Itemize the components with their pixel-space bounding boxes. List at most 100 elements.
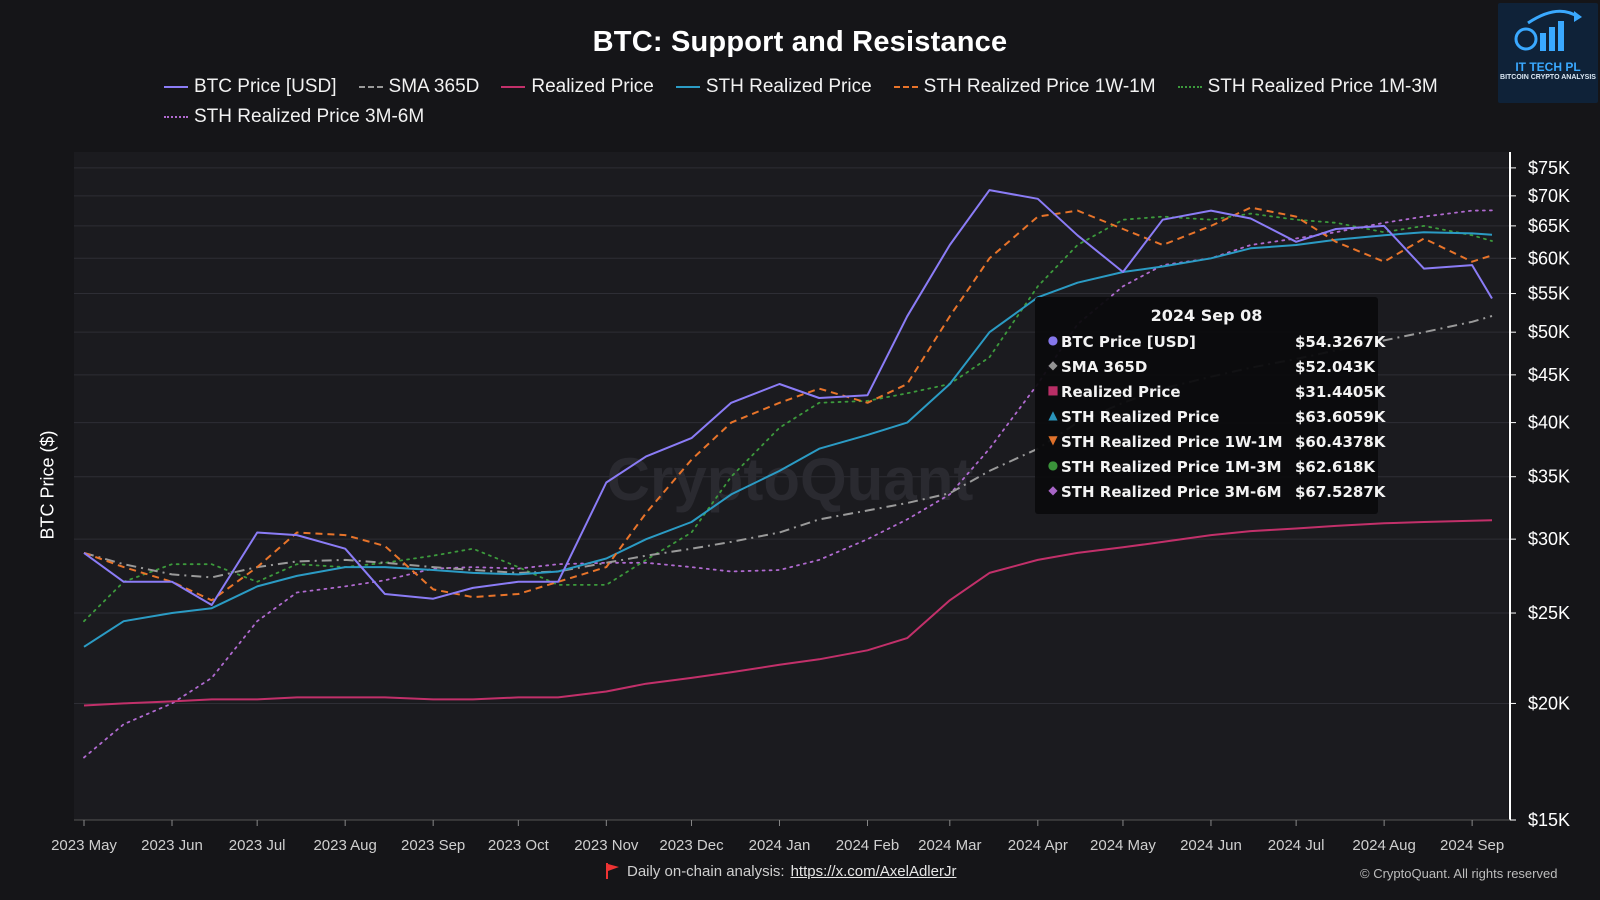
- tooltip-series-value: $67.5287K: [1295, 483, 1386, 501]
- series-line-6: [83, 209, 1493, 759]
- x-tick-label: 2024 May: [1090, 837, 1156, 854]
- series-line-2: [83, 519, 1493, 707]
- tooltip-row: ◆ SMA 365D $52.043K: [1035, 356, 1378, 381]
- tooltip-marker: ●: [1047, 458, 1059, 472]
- x-tick-label: 2024 Apr: [1008, 837, 1068, 854]
- y-tick-label: $50K: [1528, 322, 1570, 342]
- y-tick-label: $75K: [1528, 158, 1570, 178]
- y-tick-label: $25K: [1528, 603, 1570, 623]
- tooltip-row: ◆ STH Realized Price 3M-6M $67.5287K: [1035, 481, 1385, 506]
- x-axis: 2023 May 2023 Jun 2023 Jul 2023 Aug 2023 Sep…: [51, 820, 1504, 854]
- series-layer: [83, 189, 1493, 759]
- series-line-5: [83, 212, 1493, 623]
- legend-swatch: [675, 86, 700, 88]
- x-tick-label: 2023 Dec: [659, 837, 724, 854]
- y-tick-label: $35K: [1528, 467, 1570, 487]
- tooltip-row: ● BTC Price [USD] $54.3267K: [1035, 331, 1386, 356]
- legend-swatch: [501, 86, 526, 88]
- y-tick-label: $40K: [1528, 413, 1570, 433]
- legend-label: Realized Price: [531, 76, 654, 97]
- y-axis: $15K $20K $25K $30K $35K $40K $45K $50K $55K $60K…: [1510, 158, 1570, 830]
- legend-swatch: [164, 86, 188, 88]
- legend-item[interactable]: BTC Price [USD]: [164, 76, 337, 98]
- tooltip-series-value: $52.043K: [1295, 358, 1375, 376]
- tooltip-series-name: Realized Price: [1061, 383, 1181, 401]
- legend-item[interactable]: Realized Price: [501, 76, 654, 98]
- x-tick-label: 2024 Mar: [918, 837, 981, 854]
- series-line-3: [83, 231, 1493, 648]
- tooltip-series-value: $31.4405K: [1295, 383, 1386, 401]
- x-tick-label: 2024 Sep: [1440, 837, 1504, 854]
- logo-subtext: BITCOIN CRYPTO ANALYSIS: [1500, 74, 1596, 81]
- tooltip-marker: ▼: [1048, 433, 1058, 447]
- tooltip-marker: ◆: [1048, 483, 1058, 497]
- tooltip-marker: ▲: [1048, 408, 1058, 422]
- tooltip-series-value: $63.6059K: [1295, 408, 1386, 426]
- tooltip-series-value: $62.618K: [1295, 458, 1375, 476]
- y-tick-label: $20K: [1528, 693, 1570, 713]
- tooltip-series-value: $60.4378K: [1295, 433, 1386, 451]
- chart-legend: BTC Price [USD] SMA 365D Realized Price STH…: [164, 76, 1464, 128]
- legend-item[interactable]: STH Realized Price 3M-6M: [164, 106, 424, 128]
- legend-label: STH Realized Price 3M-6M: [194, 106, 425, 127]
- x-tick-label: 2024 Jun: [1180, 837, 1242, 854]
- tooltip-marker: ◆: [1048, 358, 1058, 372]
- tooltip-series-value: $54.3267K: [1295, 333, 1386, 351]
- tooltip-rows: ● BTC Price [USD] $54.3267K ◆ SMA 365D $52.04…: [1035, 331, 1386, 506]
- footer-label: Daily on-chain analysis:: [627, 862, 785, 880]
- copyright: © CryptoQuant. All rights reserved: [1360, 866, 1558, 881]
- x-tick-label: 2024 Aug: [1352, 837, 1415, 854]
- tooltip-row: ■ Realized Price $31.4405K: [1035, 381, 1385, 406]
- tooltip-row: ▲ STH Realized Price $63.6059K: [1035, 406, 1385, 431]
- tooltip: 2024 Sep 08 ● BTC Price [USD] $54.3267K ◆ SM…: [1035, 297, 1386, 514]
- y-tick-label: $55K: [1528, 284, 1570, 304]
- tooltip-series-name: STH Realized Price 1W-1M: [1061, 433, 1283, 451]
- x-tick-label: 2024 Jul: [1268, 837, 1325, 854]
- legend-swatch: [164, 116, 188, 118]
- x-tick-label: 2024 Jan: [749, 837, 811, 854]
- tooltip-marker: ■: [1047, 383, 1059, 397]
- tooltip-row: ▼ STH Realized Price 1W-1M $60.4378K: [1035, 431, 1385, 456]
- logo: IT TECH PL BITCOIN CRYPTO ANALYSIS: [1498, 3, 1598, 103]
- footer-link[interactable]: https://x.com/AxelAdlerJr: [790, 862, 957, 880]
- tooltip-series-name: STH Realized Price: [1061, 408, 1220, 426]
- tooltip-row: ● STH Realized Price 1M-3M $62.618K: [1035, 456, 1378, 481]
- x-tick-label: 2023 Aug: [313, 837, 376, 854]
- y-tick-label: $30K: [1528, 529, 1570, 549]
- legend-label: BTC Price [USD]: [194, 76, 337, 97]
- legend-item[interactable]: SMA 365D: [358, 76, 480, 98]
- legend-item[interactable]: STH Realized Price: [675, 76, 872, 98]
- watermark: CryptoQuant: [607, 446, 974, 513]
- footer: Daily on-chain analysis: https://x.com/A…: [605, 862, 956, 880]
- legend-swatch: [358, 86, 383, 88]
- x-tick-label: 2023 Nov: [574, 837, 639, 854]
- legend-item[interactable]: STH Realized Price 1W-1M: [893, 76, 1156, 98]
- legend-swatch: [1177, 86, 1202, 88]
- x-tick-label: 2023 Jul: [229, 837, 286, 854]
- y-tick-label: $60K: [1528, 248, 1570, 268]
- tooltip-series-name: STH Realized Price 1M-3M: [1061, 458, 1282, 476]
- y-tick-label: $45K: [1528, 365, 1570, 385]
- legend-label: SMA 365D: [388, 76, 480, 97]
- legend-label: STH Realized Price: [705, 76, 872, 97]
- y-tick-label: $65K: [1528, 216, 1570, 236]
- tooltip-marker: ●: [1047, 333, 1059, 347]
- tooltip-series-name: SMA 365D: [1061, 358, 1148, 376]
- y-tick-label: $70K: [1528, 186, 1570, 206]
- tooltip-date: 2024 Sep 08: [1150, 306, 1263, 325]
- legend-swatch: [893, 86, 918, 88]
- legend-item[interactable]: STH Realized Price 1M-3M: [1177, 76, 1438, 98]
- logo-text: IT TECH PL: [1515, 60, 1581, 74]
- x-tick-label: 2023 Oct: [488, 837, 550, 854]
- red-flag-icon: [606, 863, 619, 879]
- legend-label: STH Realized Price 1M-3M: [1207, 76, 1438, 97]
- y-tick-label: $15K: [1528, 810, 1570, 830]
- x-tick-label: 2024 Feb: [836, 837, 899, 854]
- legend-label: STH Realized Price 1W-1M: [923, 76, 1156, 97]
- tooltip-series-name: STH Realized Price 3M-6M: [1061, 483, 1282, 501]
- x-tick-label: 2023 Sep: [401, 837, 465, 854]
- x-tick-label: 2023 May: [51, 837, 117, 854]
- chart-growth-icon: [1514, 9, 1582, 51]
- tooltip-series-name: BTC Price [USD]: [1061, 333, 1196, 351]
- series-line-4: [83, 206, 1493, 602]
